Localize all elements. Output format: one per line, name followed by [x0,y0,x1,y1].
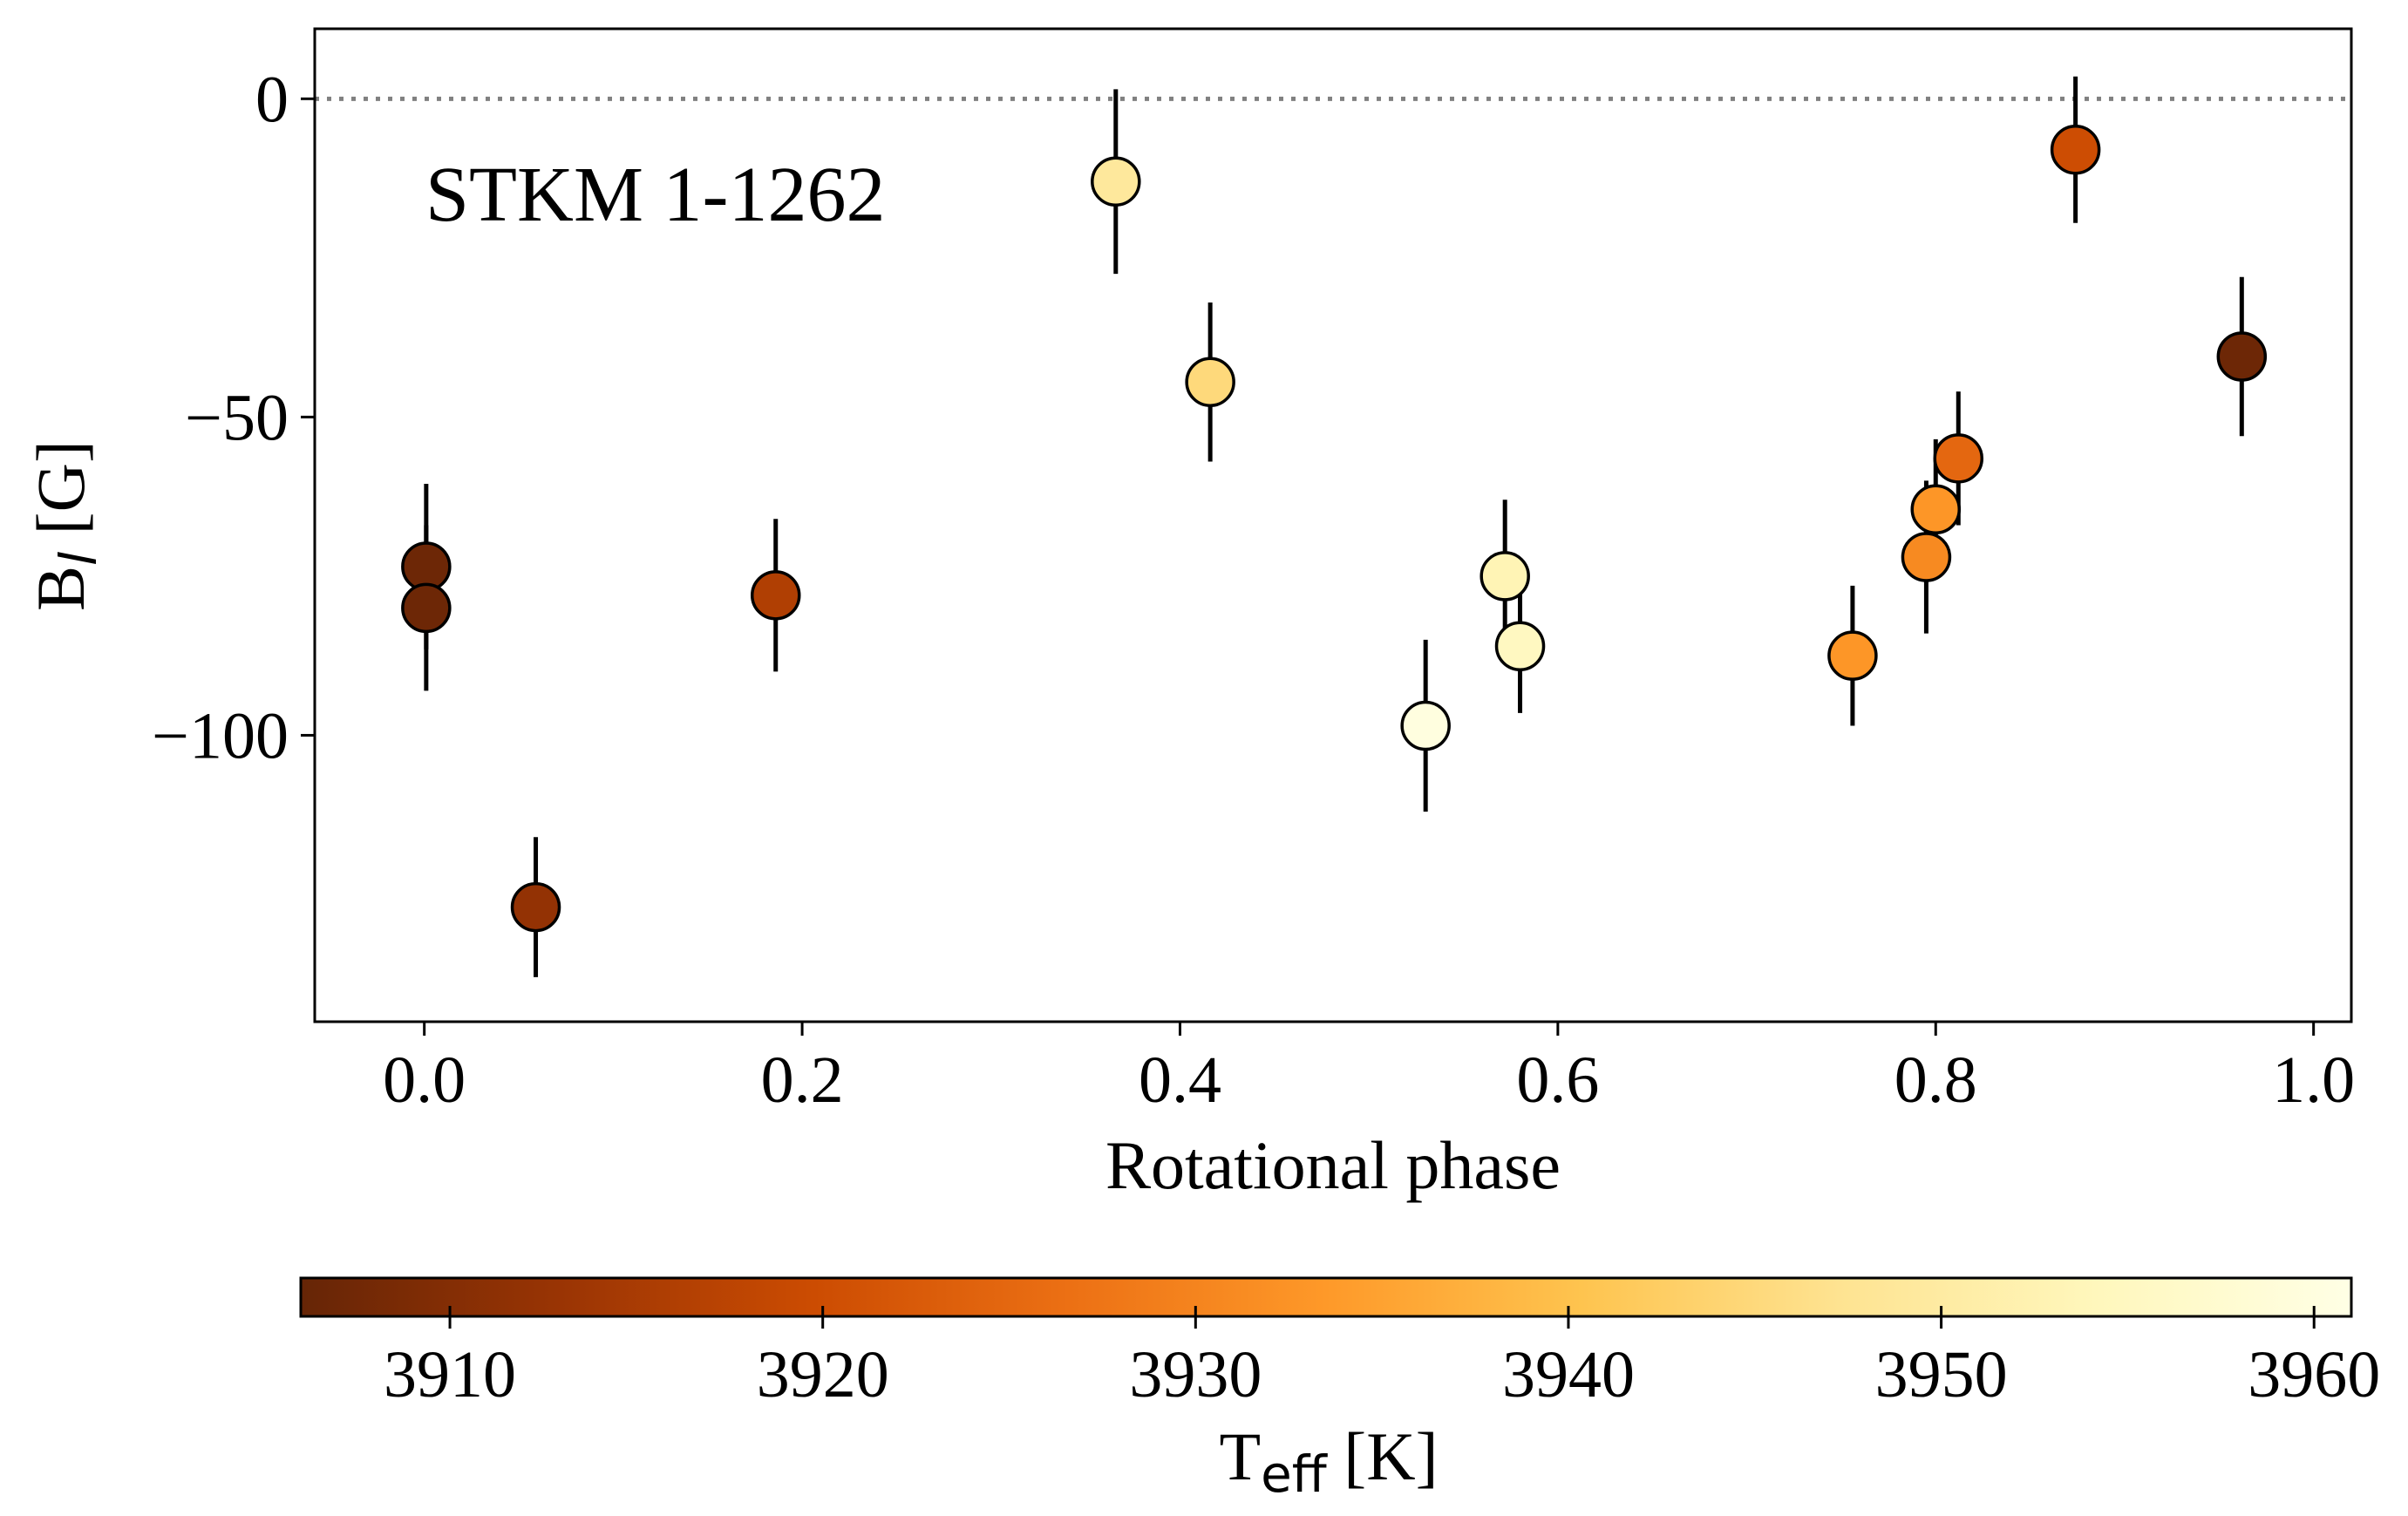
data-point [1400,700,1451,751]
y-tick-label: 0 [255,63,289,136]
colorbar-tick-label: 3940 [1502,1338,1635,1411]
data-point [510,881,561,933]
colorbar-tick-label: 3930 [1129,1338,1262,1411]
x-tick-label: 1.0 [2272,1044,2355,1117]
data-point [2050,124,2101,175]
y-tick-label: −100 [152,699,289,772]
x-tick-label: 0.8 [1894,1044,1977,1117]
y-axis: 0 −50 −100 [152,63,315,772]
colorbar-tick-label: 3910 [384,1338,516,1411]
data-point [1827,630,1878,681]
y-axis-label: Bl [G] [23,440,108,611]
data-point [1479,551,1530,602]
plot-area [315,76,2351,977]
x-tick-label: 0.2 [761,1044,844,1117]
y-tick-label: −50 [185,381,289,454]
colorbar-ticks: 3910 3920 3930 3940 3950 3960 [384,1306,2380,1411]
colorbar-tick-label: 3920 [757,1338,889,1411]
data-point [1933,433,1984,484]
colorbar-tick-label: 3950 [1875,1338,2008,1411]
x-tick-label: 0.4 [1139,1044,1221,1117]
colorbar: 3910 3920 3930 3940 3950 3960 [299,1276,2380,1411]
colorbar-gradient [299,1276,2353,1318]
plot-annotation: STKM 1-1262 [425,152,886,238]
data-point [1910,484,1962,534]
data-point [2216,331,2268,382]
x-tick-label: 0.0 [383,1044,466,1117]
data-point [1494,621,1546,671]
data-point [401,582,452,634]
colorbar-tick-label: 3960 [2248,1338,2380,1411]
data-point [750,570,801,621]
data-point [1091,156,1141,207]
data-point [1185,357,1235,407]
plot-frame [313,27,2353,1023]
x-axis: 0.0 0.2 0.4 0.6 0.8 1.0 [383,1022,2355,1117]
x-axis-label: Rotational phase [1105,1127,1561,1203]
x-tick-label: 0.6 [1516,1044,1599,1117]
data-point [1901,532,1952,582]
colorbar-label: Teff [K] [1219,1418,1438,1504]
